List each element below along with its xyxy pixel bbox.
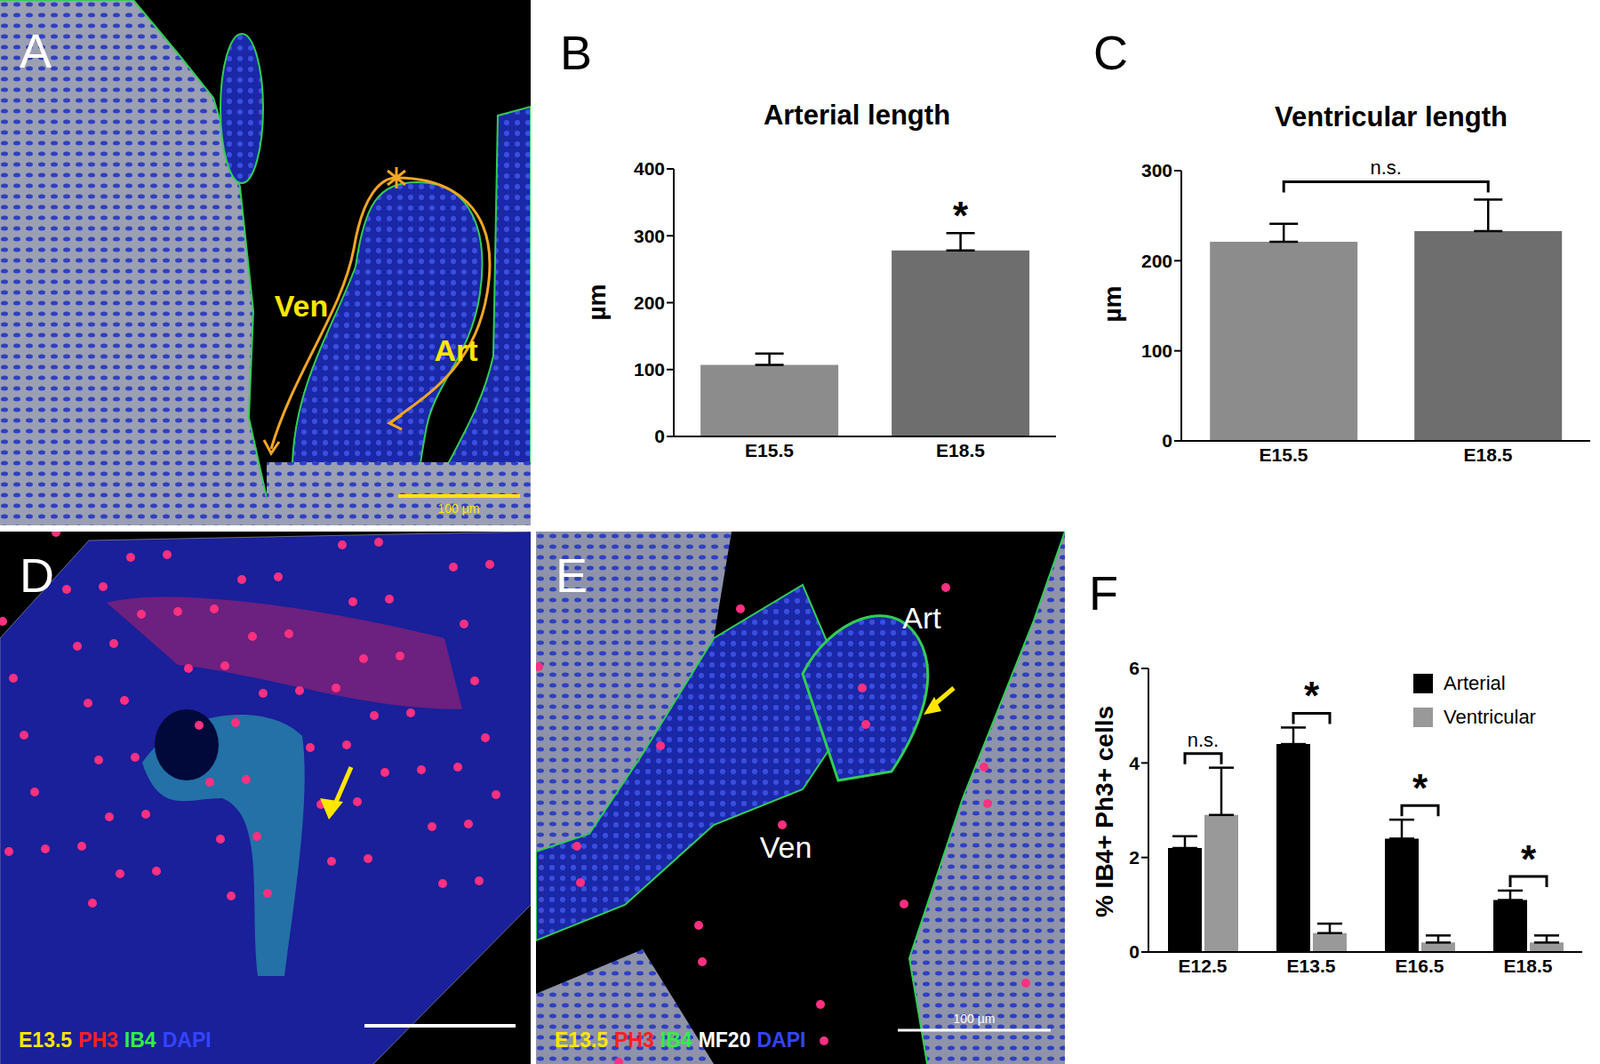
html-text:Ventricular length: Ventricular length xyxy=(1274,101,1508,133)
svg-text:E16.5: E16.5 xyxy=(1395,955,1445,976)
html-text:µm: µm xyxy=(583,284,611,321)
html-text:D: D xyxy=(19,548,55,602)
svg-text:n.s.: n.s. xyxy=(1369,156,1401,179)
svg-text:300: 300 xyxy=(1141,160,1173,181)
svg-text:E13.5PH3IB4MF20DAPI: E13.5PH3IB4MF20DAPI xyxy=(554,1028,806,1052)
svg-text:*: * xyxy=(1304,673,1320,718)
svg-text:100 µm: 100 µm xyxy=(438,501,480,516)
svg-text:E13.5PH3IB4DAPI: E13.5PH3IB4DAPI xyxy=(18,1028,212,1052)
svg-text:0: 0 xyxy=(1161,430,1173,451)
html-text:% IB4+ Ph3+ cells: % IB4+ Ph3+ cells xyxy=(1090,705,1119,918)
svg-text:400: 400 xyxy=(633,158,665,179)
svg-text:*: * xyxy=(1412,766,1429,810)
html-text:Ventricular: Ventricular xyxy=(1443,705,1536,728)
svg-text:2: 2 xyxy=(1128,847,1140,868)
svg-text:*: * xyxy=(1520,837,1537,881)
svg-text:Ven: Ven xyxy=(760,830,813,864)
html-text:B: B xyxy=(560,25,592,80)
svg-text:E18.5: E18.5 xyxy=(936,440,985,461)
html-text:E: E xyxy=(555,548,588,602)
svg-text:300: 300 xyxy=(633,225,665,247)
html-text:Arterial length: Arterial length xyxy=(763,99,951,131)
svg-text:E15.5: E15.5 xyxy=(744,440,794,461)
svg-text:E18.5: E18.5 xyxy=(1464,444,1513,465)
svg-text:n.s.: n.s. xyxy=(1187,728,1219,752)
svg-text:E18.5: E18.5 xyxy=(1504,955,1553,976)
svg-text:0: 0 xyxy=(1128,941,1140,962)
svg-text:E15.5: E15.5 xyxy=(1259,444,1309,465)
svg-text:E12.5: E12.5 xyxy=(1178,955,1228,976)
svg-text:Art: Art xyxy=(902,600,942,635)
svg-text:*: * xyxy=(952,193,969,238)
svg-text:100: 100 xyxy=(633,359,665,380)
svg-text:4: 4 xyxy=(1128,752,1140,774)
svg-text:100: 100 xyxy=(1141,340,1173,361)
svg-text:0: 0 xyxy=(654,425,665,447)
html-text:F: F xyxy=(1088,566,1119,620)
html-text:C: C xyxy=(1093,25,1128,80)
svg-text:6: 6 xyxy=(1128,657,1140,679)
svg-text:Ven: Ven xyxy=(274,288,328,323)
svg-text:Art: Art xyxy=(433,333,478,368)
svg-text:200: 200 xyxy=(1141,250,1173,272)
html-text:A: A xyxy=(19,24,52,78)
svg-text:100 µm: 100 µm xyxy=(953,1011,996,1026)
html-text:µm: µm xyxy=(1098,285,1127,323)
svg-text:E13.5: E13.5 xyxy=(1287,955,1336,976)
html-text:Arterial: Arterial xyxy=(1443,672,1506,695)
svg-text:200: 200 xyxy=(633,292,665,313)
